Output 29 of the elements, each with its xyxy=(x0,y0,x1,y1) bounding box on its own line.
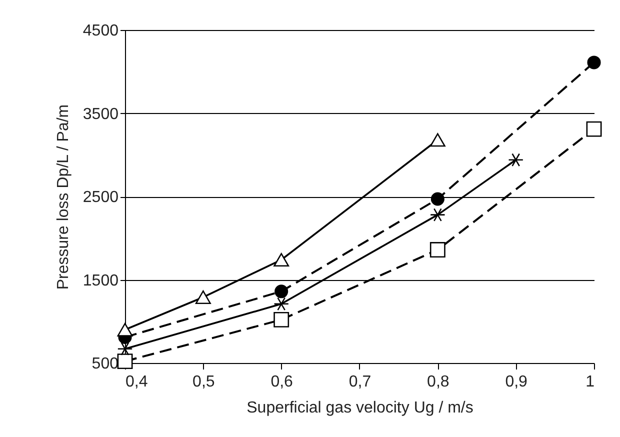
point xyxy=(274,252,290,267)
x-tick-label: 0,6 xyxy=(270,374,294,390)
point xyxy=(274,312,290,328)
point xyxy=(117,322,133,336)
point xyxy=(430,242,446,258)
point xyxy=(274,297,290,311)
x-tick-label: 0,5 xyxy=(192,374,215,390)
point xyxy=(117,354,133,370)
x-tick-label: 0,7 xyxy=(348,374,372,390)
x-axis-title: Superficial gas velocity Ug / m/s xyxy=(246,400,474,416)
point xyxy=(508,153,524,167)
y-tick-label: 1500 xyxy=(82,272,119,290)
x-tick-label: 1 xyxy=(586,374,595,390)
x-tick-label: 0,8 xyxy=(427,374,450,390)
point xyxy=(430,208,446,222)
y-tick-label: 2500 xyxy=(82,189,119,206)
point xyxy=(587,56,601,70)
y-tick-label: 500 xyxy=(92,356,119,372)
y-tick-label: 4500 xyxy=(82,22,119,40)
point xyxy=(430,192,444,206)
point xyxy=(430,133,446,147)
y-tick-label: 3500 xyxy=(82,106,119,123)
y-axis-title: Pressure loss Dp/L / Pa/m xyxy=(54,104,72,290)
point xyxy=(586,121,602,137)
x-tick-label: 0,9 xyxy=(505,374,528,390)
x-tick-label: 0,4 xyxy=(126,374,148,390)
point xyxy=(274,284,288,298)
point xyxy=(117,342,133,356)
point xyxy=(195,290,211,304)
